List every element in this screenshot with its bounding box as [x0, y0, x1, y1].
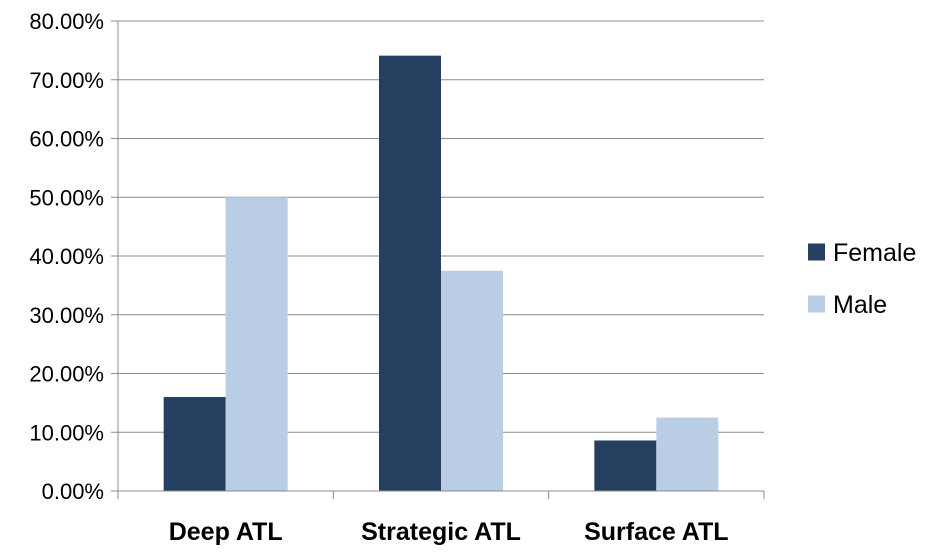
bar-female-strategic-atl — [379, 55, 441, 491]
x-category-label: Strategic ATL — [361, 518, 521, 546]
legend-label-male: Male — [833, 291, 887, 319]
bars — [163, 55, 719, 491]
legend-swatch-male — [808, 295, 825, 313]
y-tick-label: 70.00% — [29, 68, 104, 93]
x-axis-category-labels: Deep ATL Strategic ATL Surface ATL — [169, 518, 729, 546]
legend-swatch-female — [808, 243, 825, 261]
bar-male-surface-atl — [656, 417, 719, 491]
y-tick-label: 60.00% — [29, 127, 104, 152]
bar-male-strategic-atl — [441, 270, 503, 491]
bar-female-surface-atl — [594, 440, 657, 491]
y-tick-label: 10.00% — [29, 420, 104, 445]
y-tick-label: 80.00% — [29, 9, 104, 34]
legend: Female Male — [808, 239, 916, 319]
y-tick-label: 30.00% — [29, 303, 104, 328]
bar-female-deep-atl — [163, 397, 226, 491]
x-category-label: Deep ATL — [169, 518, 283, 546]
x-category-label: Surface ATL — [584, 518, 728, 546]
y-tick-label: 50.00% — [29, 185, 104, 210]
y-axis-tick-labels: 0.00% 10.00% 20.00% 30.00% 40.00% 50.00% 60.00… — [29, 9, 104, 504]
y-tick-label: 20.00% — [29, 362, 104, 387]
y-tick-label: 0.00% — [42, 479, 104, 504]
axes — [111, 20, 765, 499]
bar-male-deep-atl — [225, 197, 288, 491]
y-tick-label: 40.00% — [29, 244, 104, 269]
legend-label-female: Female — [833, 239, 916, 267]
